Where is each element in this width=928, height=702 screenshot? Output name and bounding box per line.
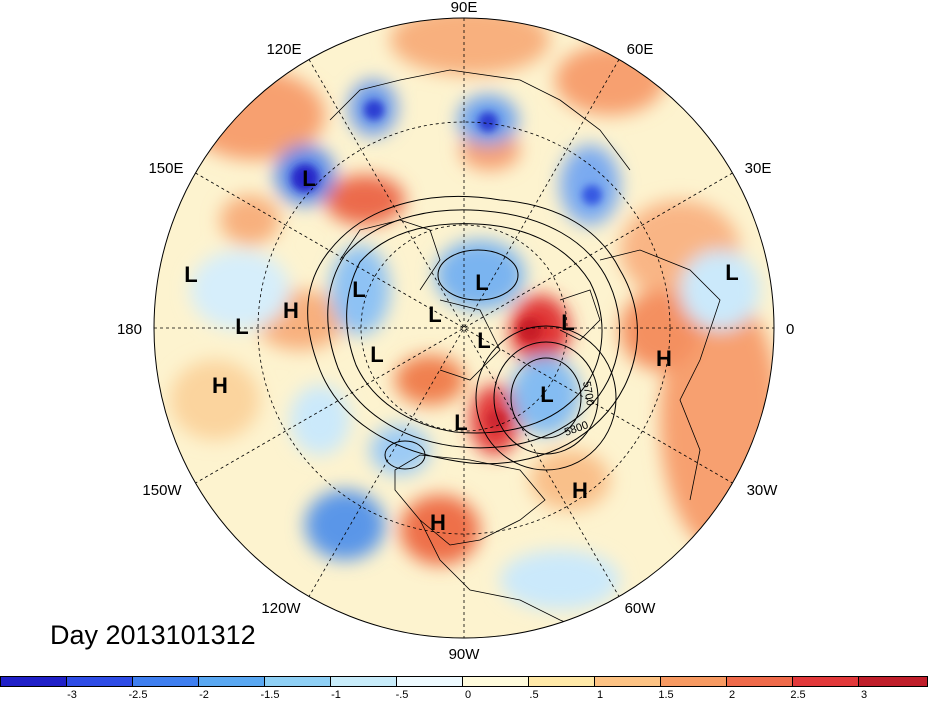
lon-label-120w: 120W [261, 600, 301, 617]
colorbar-box [594, 676, 661, 687]
low-marker: L [475, 270, 488, 295]
contour-label: 5700 [580, 380, 596, 406]
colorbar-tick-label: -1.5 [260, 689, 280, 701]
colorbar-box [462, 676, 529, 687]
lon-label-150w: 150W [142, 482, 182, 499]
lon-label-60e: 60E [627, 41, 654, 58]
colorbar-box [330, 676, 397, 687]
low-marker: L [561, 310, 574, 335]
high-marker: H [212, 373, 228, 398]
colorbar-tick-label: 0 [464, 689, 472, 701]
lon-label-90e: 90E [451, 0, 478, 16]
colorbar-box [792, 676, 859, 687]
colorbar-tick-label: 2 [728, 689, 736, 701]
lon-label-0: 0 [786, 321, 794, 338]
lon-label-60w: 60W [625, 600, 657, 617]
date-label: Day 2013101312 [50, 620, 256, 650]
colorbar-box [396, 676, 463, 687]
high-marker: H [572, 478, 588, 503]
height-contours [307, 196, 638, 471]
colorbar: -3 -2.5 -2 -1.5 -1 -.5 0 .5 1 1.5 2 2.5 … [0, 676, 928, 702]
pressure-systems: L L L H L L L L L L L L L H H H H [184, 166, 738, 535]
colorbar-tick-label: .5 [529, 689, 539, 701]
colorbar-box [726, 676, 793, 687]
colorbar-tick-label: -.5 [395, 689, 409, 701]
low-marker: L [370, 342, 383, 367]
high-marker: H [283, 298, 299, 323]
colorbar-box [198, 676, 265, 687]
lon-label-90w: 90W [449, 646, 481, 660]
colorbar-box [858, 676, 928, 687]
colorbar-box [660, 676, 727, 687]
polar-map: 5700 5800 90E 60E 30E 0 30W 60W 90W 120W… [117, 0, 794, 660]
colorbar-tick-label: 1 [596, 689, 604, 701]
high-marker: H [430, 510, 446, 535]
high-marker: H [656, 346, 672, 371]
lon-label-180: 180 [117, 321, 142, 338]
low-marker: L [302, 166, 315, 191]
colorbar-box [66, 676, 133, 687]
colorbar-tick-label: 2.5 [790, 689, 806, 701]
map-boundary [153, 17, 775, 639]
low-marker: L [428, 302, 441, 327]
colorbar-tick-label: -3 [67, 689, 77, 701]
low-marker: L [540, 382, 553, 407]
graticule [154, 18, 774, 638]
colorbar-box [264, 676, 331, 687]
colorbar-box [132, 676, 199, 687]
low-marker: L [184, 262, 197, 287]
lon-label-30e: 30E [745, 160, 772, 177]
colorbar-box [0, 676, 67, 687]
colorbar-box [528, 676, 595, 687]
colorbar-tick-label: 1.5 [658, 689, 674, 701]
low-marker: L [725, 260, 738, 285]
colorbar-tick-label: -1 [331, 689, 341, 701]
longitude-labels: 90E 60E 30E 0 30W 60W 90W 120W 150W 180 … [117, 0, 794, 660]
lon-label-120e: 120E [266, 41, 301, 58]
low-marker: L [454, 410, 467, 435]
colorbar-tick-label: -2 [199, 689, 209, 701]
colorbar-tick-label: -2.5 [128, 689, 148, 701]
lon-label-30w: 30W [747, 482, 779, 499]
low-marker: L [235, 314, 248, 339]
lon-label-150e: 150E [148, 160, 183, 177]
low-marker: L [477, 328, 490, 353]
colorbar-tick-label: 3 [860, 689, 868, 701]
low-marker: L [352, 277, 365, 302]
